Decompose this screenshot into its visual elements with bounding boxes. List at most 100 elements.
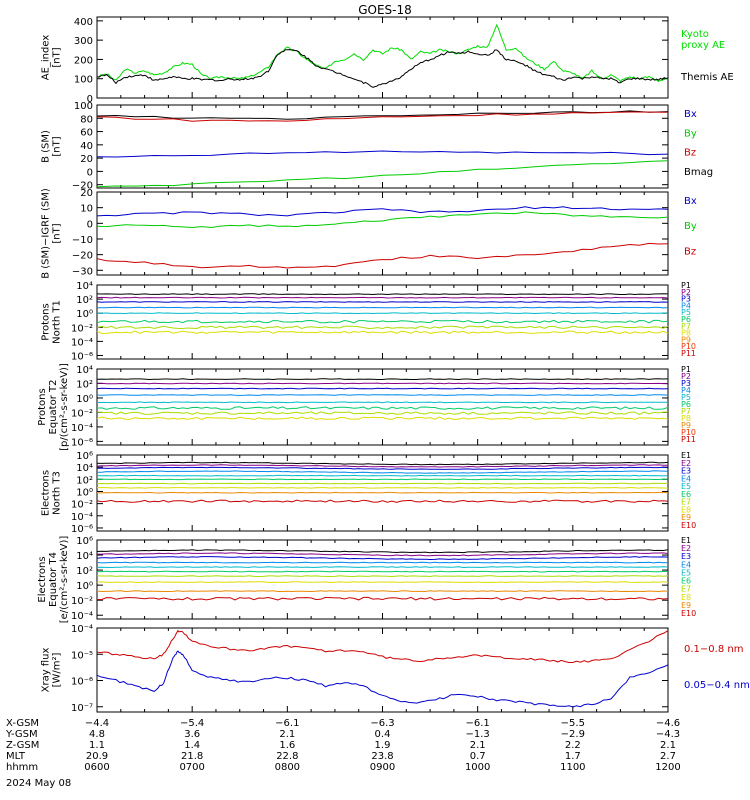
ephem-cell: −4.6 — [656, 718, 680, 729]
y-tick-label: 10⁴ — [76, 365, 93, 376]
ephem-cell: −5.5 — [561, 718, 585, 729]
series-e6 — [96, 478, 668, 481]
y-tick-label: 10⁰ — [76, 581, 93, 592]
y-tick-label: 10⁻⁶ — [71, 524, 93, 535]
legend-p4: P4 — [681, 301, 691, 310]
series-p6 — [96, 406, 669, 410]
legend-0-05-0-4-nm: 0.05−0.4 nm — [684, 680, 750, 691]
legend-p10: P10 — [681, 342, 696, 351]
y-tick-label: 20 — [80, 188, 93, 199]
legend-bz: Bz — [684, 148, 696, 159]
y-axis-label: AE_index — [41, 35, 52, 81]
series-e1 — [96, 549, 669, 554]
series-p7 — [96, 325, 669, 330]
ephem-cell: 22.8 — [276, 751, 298, 762]
y-axis-label: [nT] — [52, 136, 63, 156]
series-bz — [96, 111, 669, 122]
legend-e7: E7 — [681, 585, 691, 594]
ephem-cell: 0.4 — [375, 729, 391, 740]
legend-kyoto: Kyoto — [681, 29, 709, 40]
ephem-cell: 1.9 — [375, 740, 391, 751]
y-tick-label: 10⁻² — [71, 596, 93, 607]
ephem-cell: −4.4 — [85, 718, 109, 729]
y-tick-label: 300 — [74, 36, 93, 47]
legend-p11: P11 — [681, 435, 696, 444]
y-tick-label: 0 — [87, 94, 93, 105]
y-tick-label: 10² — [76, 295, 93, 306]
ephem-cell: −6.3 — [370, 718, 394, 729]
y-tick-label: 10⁴ — [76, 463, 93, 474]
legend-e9: E9 — [681, 601, 691, 610]
y-tick-label: −20 — [72, 251, 93, 262]
chart-title: GOES-18 — [358, 3, 412, 17]
y-axis-label: B (SM) — [41, 130, 52, 163]
y-axis-label: Electrons — [37, 556, 48, 602]
ephem-cell: 0700 — [179, 762, 204, 773]
y-axis-label: North T3 — [52, 471, 63, 515]
y-tick-label: 10⁻⁴ — [71, 611, 93, 622]
y-tick-label: 10⁻⁴ — [71, 423, 93, 434]
y-tick-label: 0 — [87, 167, 93, 178]
series-p3 — [96, 301, 669, 303]
series-e8 — [97, 486, 669, 489]
ephem-row-label: Y-GSM — [5, 729, 38, 740]
y-axis-label: [p/(cm²-s-sr-keV)] — [59, 363, 70, 451]
series-e5 — [96, 474, 669, 477]
ephem-cell: 3.6 — [184, 729, 200, 740]
ephem-cell: 2.1 — [279, 729, 295, 740]
legend-p5: P5 — [681, 393, 691, 402]
ephem-cell: 1200 — [655, 762, 680, 773]
legend-p5: P5 — [681, 308, 691, 317]
ephem-cell: −4.3 — [656, 729, 680, 740]
legend-p8: P8 — [681, 414, 691, 423]
ephem-cell: 1.6 — [279, 740, 295, 751]
legend-e2: E2 — [681, 544, 691, 553]
legend-bz: Bz — [684, 246, 696, 257]
ephem-cell: 23.8 — [371, 751, 393, 762]
legend-p3: P3 — [681, 379, 691, 388]
legend-0-1-0-8-nm: 0.1−0.8 nm — [684, 644, 743, 655]
legend-e4: E4 — [681, 474, 691, 483]
ephem-row-label: MLT — [6, 751, 26, 762]
legend-p7: P7 — [681, 322, 691, 331]
y-tick-label: 10⁴ — [76, 281, 93, 292]
ephem-cell: 1.4 — [184, 740, 200, 751]
series-p6 — [96, 319, 669, 324]
ephem-cell: 1000 — [465, 762, 490, 773]
legend-e5: E5 — [681, 568, 691, 577]
y-axis-label: Electrons — [41, 470, 52, 516]
legend-e8: E8 — [681, 505, 691, 514]
y-tick-label: 10² — [76, 475, 93, 486]
y-axis-label: Equator T2 — [48, 380, 59, 435]
series-e9 — [96, 491, 669, 494]
legend-e6: E6 — [681, 577, 691, 586]
legend-e10: E10 — [681, 609, 696, 618]
ephem-cell: −6.1 — [275, 718, 299, 729]
series-e3 — [96, 466, 669, 470]
series-bmag — [96, 110, 669, 120]
series-p8 — [96, 330, 669, 335]
y-tick-label: 10⁰ — [76, 309, 93, 320]
y-axis-label: Protons — [37, 388, 48, 425]
series-p4 — [96, 394, 669, 396]
series-p5 — [96, 401, 669, 404]
y-tick-label: −30 — [72, 266, 93, 277]
legend-e1: E1 — [681, 451, 691, 460]
legend-p3: P3 — [681, 295, 691, 304]
y-axis-label: Protons — [41, 303, 52, 340]
y-tick-label: −10 — [72, 235, 93, 246]
ephem-cell: 2.7 — [660, 751, 676, 762]
ephem-cell: 2.1 — [660, 740, 676, 751]
y-tick-label: 20 — [80, 154, 93, 165]
series-kyoto-proxy-ae — [96, 23, 669, 83]
y-tick-label: 10⁶ — [76, 451, 93, 462]
legend-proxy-ae: proxy AE — [681, 40, 725, 51]
legend-p6: P6 — [681, 315, 691, 324]
ephem-cell: 1100 — [560, 762, 585, 773]
series-bx — [96, 206, 669, 217]
y-tick-label: 10⁰ — [76, 487, 93, 498]
